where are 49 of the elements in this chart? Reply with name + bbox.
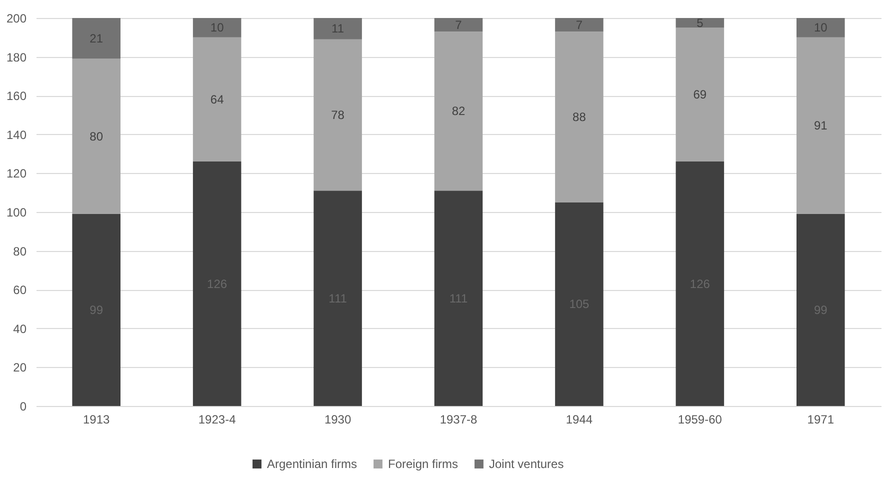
bar — [676, 18, 724, 28]
bar — [434, 32, 483, 191]
y-tick-label: 180 — [6, 50, 27, 64]
x-tick-label: 1913 — [83, 412, 110, 426]
y-tick-label: 40 — [13, 322, 27, 336]
x-tick-label: 1944 — [566, 412, 593, 426]
y-tick-label: 0 — [20, 400, 27, 414]
y-tick-label: 160 — [6, 89, 27, 104]
bar — [314, 190, 362, 406]
bar — [796, 37, 845, 214]
y-tick-label: 140 — [6, 128, 27, 142]
bar — [314, 18, 362, 40]
x-tick-label: 1930 — [324, 412, 352, 426]
y-tick-label: 80 — [13, 244, 27, 258]
y-tick-label: 20 — [13, 360, 27, 375]
bar — [72, 58, 120, 214]
data-label: 88 — [572, 110, 586, 124]
data-label: 78 — [331, 108, 345, 122]
legend-label: Foreign firms — [388, 457, 458, 471]
bar — [796, 18, 845, 38]
bar — [314, 39, 362, 191]
data-label: 80 — [90, 129, 104, 144]
y-tick-label: 60 — [13, 283, 27, 298]
bar — [676, 162, 724, 406]
bar — [555, 202, 604, 406]
bar — [192, 162, 242, 406]
bar — [192, 18, 242, 38]
y-tick-label: 200 — [6, 12, 27, 26]
x-tick-label: 1971 — [807, 412, 834, 426]
bar — [555, 18, 604, 32]
y-tick-label: 120 — [6, 166, 27, 181]
bar — [555, 32, 604, 202]
bar — [434, 18, 483, 32]
bar — [72, 214, 120, 406]
x-tick-label: 1959-60 — [678, 412, 722, 426]
bar — [676, 28, 724, 162]
bar — [796, 214, 845, 406]
bar — [192, 37, 242, 162]
data-label: 69 — [693, 88, 707, 102]
y-tick-label: 100 — [6, 206, 27, 220]
x-tick-label: 1923-4 — [198, 412, 236, 426]
bar — [434, 190, 483, 406]
bar — [72, 18, 120, 59]
data-label: 91 — [814, 118, 828, 133]
legend-label: Joint ventures — [489, 457, 564, 471]
x-tick-label: 1937-8 — [440, 412, 478, 426]
data-label: 82 — [452, 104, 466, 118]
data-label: 64 — [210, 92, 224, 106]
legend-label: Argentinian firms — [267, 457, 358, 471]
